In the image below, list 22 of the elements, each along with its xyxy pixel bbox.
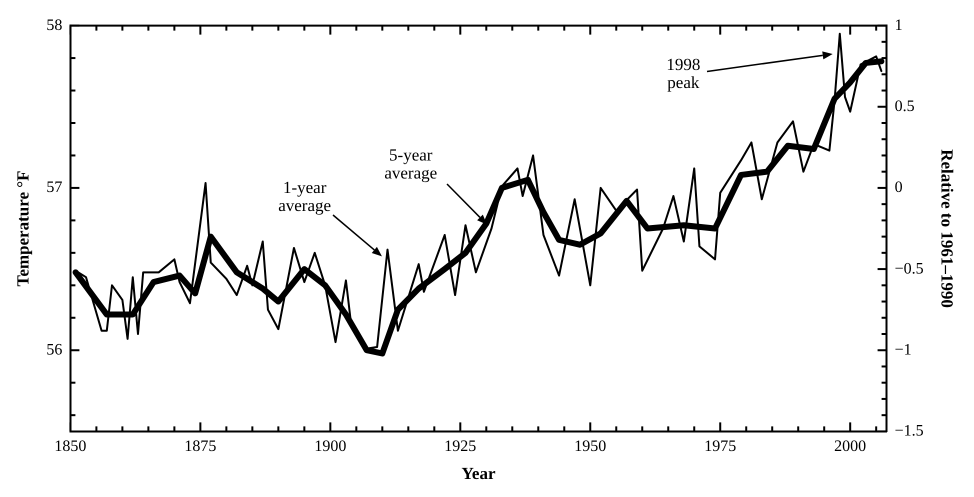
x-tick-label: 1950 <box>574 438 606 456</box>
y-tick-label: 56 <box>46 341 62 358</box>
y-tick-label: 58 <box>46 16 62 34</box>
y2-tick-label: −0.5 <box>894 260 924 278</box>
annotation: 5-year average <box>384 146 438 183</box>
y-tick-label: 57 <box>46 179 62 196</box>
x-tick-label: 1875 <box>184 438 216 456</box>
x-tick-label: 1925 <box>444 438 476 456</box>
annotation: 1-year average <box>278 178 332 216</box>
y2-tick-label: 0.5 <box>894 98 915 115</box>
y-axis-title: Temperature °F <box>14 170 33 286</box>
x-tick-label: 2000 <box>834 438 866 456</box>
y2-tick-label: −1 <box>894 341 912 358</box>
y2-tick-label: −1.5 <box>894 422 924 440</box>
annotation: 1998 peak <box>666 55 700 92</box>
x-tick-label: 1975 <box>704 438 736 456</box>
y2-tick-label: 1 <box>894 16 903 34</box>
y2-tick-label: 0 <box>894 179 903 196</box>
y2-axis-title: Relative to 1961–1990 <box>937 149 956 308</box>
x-axis-title: Year <box>461 464 496 484</box>
x-tick-label: 1850 <box>54 438 86 456</box>
x-tick-label: 1900 <box>314 438 346 456</box>
